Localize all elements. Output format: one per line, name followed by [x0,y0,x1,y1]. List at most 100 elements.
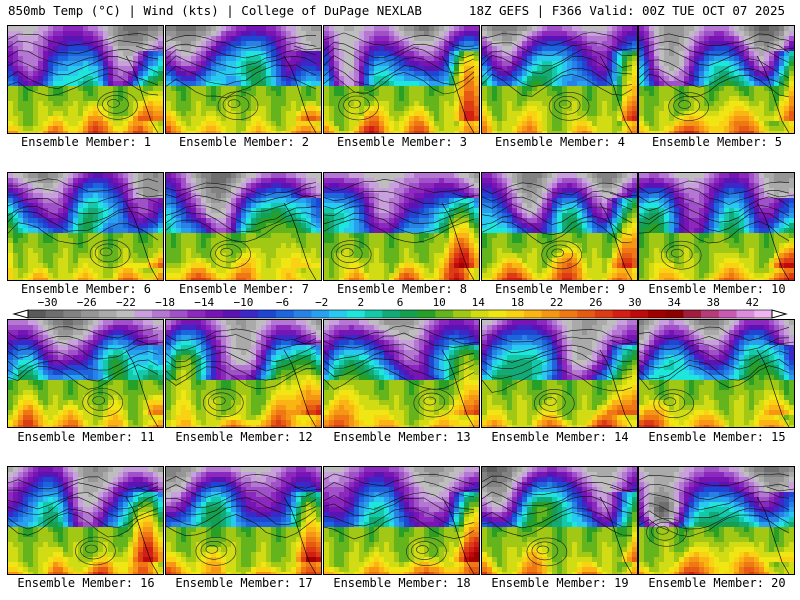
colorbar-swatch [488,310,507,318]
ensemble-map-panel [638,319,795,428]
ensemble-map-panel [638,466,795,575]
colorbar-tick-label: 6 [397,296,404,309]
ensemble-map-panel [638,172,795,281]
ensemble-member-label: Ensemble Member: 20 [648,576,786,590]
ensemble-member-label: Ensemble Member: 16 [17,576,155,590]
colorbar-swatch [293,310,312,318]
colorbar-swatch [81,310,100,318]
temperature-colorbar: −30 −26 −22 −18 −14 −10 −6 −2 2 6 10 14 18 22 26 30 34 38… [12,296,788,319]
ensemble-map-panel [323,172,480,281]
colorbar-swatch [648,310,667,318]
colorbar-max-arrow [771,309,788,319]
ensemble-member-label: Ensemble Member: 13 [333,430,471,444]
colorbar-swatch [346,310,365,318]
colorbar-swatch [329,310,348,318]
colorbar-swatch [683,310,702,318]
ensemble-member-label: Ensemble Member: 10 [648,282,786,296]
ensemble-map-panel [165,172,322,281]
colorbar-tick-label: 18 [511,296,524,309]
ensemble-map-panel [481,319,638,428]
colorbar-tick-label: −14 [194,296,214,309]
colorbar-swatch [435,310,454,318]
colorbar-swatch [453,310,472,318]
model-run-info: 18Z GEFS | F366 Valid: 00Z TUE OCT 07 20… [468,3,785,18]
ensemble-member-label: Ensemble Member: 12 [175,430,313,444]
colorbar-swatch [541,310,560,318]
colorbar-swatch [276,310,295,318]
colorbar-swatch [240,310,259,318]
colorbar-min-arrow [12,309,29,319]
ensemble-map-panel [323,466,480,575]
ensemble-member-label: Ensemble Member: 8 [336,282,468,296]
colorbar-tick-label: 14 [472,296,486,309]
ensemble-map-panel [638,25,795,134]
ensemble-member-label: Ensemble Member: 3 [336,135,468,149]
ensemble-map-panel [7,319,164,428]
ensemble-member-label: Ensemble Member: 7 [178,282,310,296]
colorbar-tick-label: −26 [77,296,97,309]
colorbar-swatch [594,310,613,318]
colorbar-tick-label: −30 [38,296,58,309]
colorbar-swatch [169,310,188,318]
ensemble-map-panel [481,466,638,575]
ensemble-map-panel [481,25,638,134]
ensemble-member-label: Ensemble Member: 1 [20,135,152,149]
colorbar-swatch [417,310,436,318]
ensemble-member-label: Ensemble Member: 19 [491,576,629,590]
colorbar-swatch [98,310,117,318]
colorbar-swatch [311,310,330,318]
colorbar-swatch [187,310,206,318]
ensemble-member-label: Ensemble Member: 4 [494,135,626,149]
colorbar-swatch [612,310,631,318]
colorbar-tick-label: 38 [707,296,720,309]
ensemble-member-label: Ensemble Member: 11 [17,430,155,444]
colorbar-tick-label: 26 [589,296,602,309]
colorbar-tick-label: −10 [233,296,253,309]
colorbar-tick-label: 30 [628,296,641,309]
colorbar-swatch [736,310,755,318]
map-title: 850mb Temp (°C) | Wind (kts) | College o… [8,3,422,18]
ensemble-map-panel [7,172,164,281]
colorbar-swatch [559,310,578,318]
colorbar-swatch [28,310,47,318]
ensemble-map-panel [165,25,322,134]
colorbar-tick-label: −18 [155,296,175,309]
colorbar-tick-label: −2 [315,296,328,309]
ensemble-map-panel [7,25,164,134]
ensemble-map-panel [481,172,638,281]
colorbar-swatch [222,310,241,318]
colorbar-tick-label: 2 [357,296,364,309]
ensemble-member-label: Ensemble Member: 17 [175,576,313,590]
ensemble-member-label: Ensemble Member: 18 [333,576,471,590]
colorbar-outline [27,309,773,319]
ensemble-member-label: Ensemble Member: 15 [648,430,786,444]
colorbar-swatch [400,310,419,318]
colorbar-swatch [134,310,153,318]
colorbar-swatch [630,310,649,318]
colorbar-swatch [470,310,489,318]
colorbar-swatch [754,310,773,318]
colorbar-swatch [577,310,596,318]
colorbar-tick-label: −6 [276,296,289,309]
colorbar-swatch [116,310,135,318]
colorbar-swatch [718,310,737,318]
ensemble-member-label: Ensemble Member: 14 [491,430,629,444]
colorbar-swatch [701,310,720,318]
ensemble-member-label: Ensemble Member: 6 [20,282,152,296]
colorbar-tick-label: 42 [746,296,759,309]
colorbar-tick-label: 22 [550,296,563,309]
colorbar-swatch [63,310,82,318]
colorbar-swatch [382,310,401,318]
colorbar-swatch [258,310,277,318]
ensemble-member-label: Ensemble Member: 5 [651,135,783,149]
ensemble-member-label: Ensemble Member: 9 [494,282,626,296]
colorbar-swatch [205,310,224,318]
colorbar-tick-label: 10 [433,296,446,309]
colorbar-tick-label: 34 [667,296,681,309]
colorbar-swatch [506,310,525,318]
colorbar-swatch [152,310,171,318]
ensemble-member-label: Ensemble Member: 2 [178,135,310,149]
colorbar-swatch [665,310,684,318]
colorbar-swatch [364,310,383,318]
ensemble-map-panel [165,319,322,428]
